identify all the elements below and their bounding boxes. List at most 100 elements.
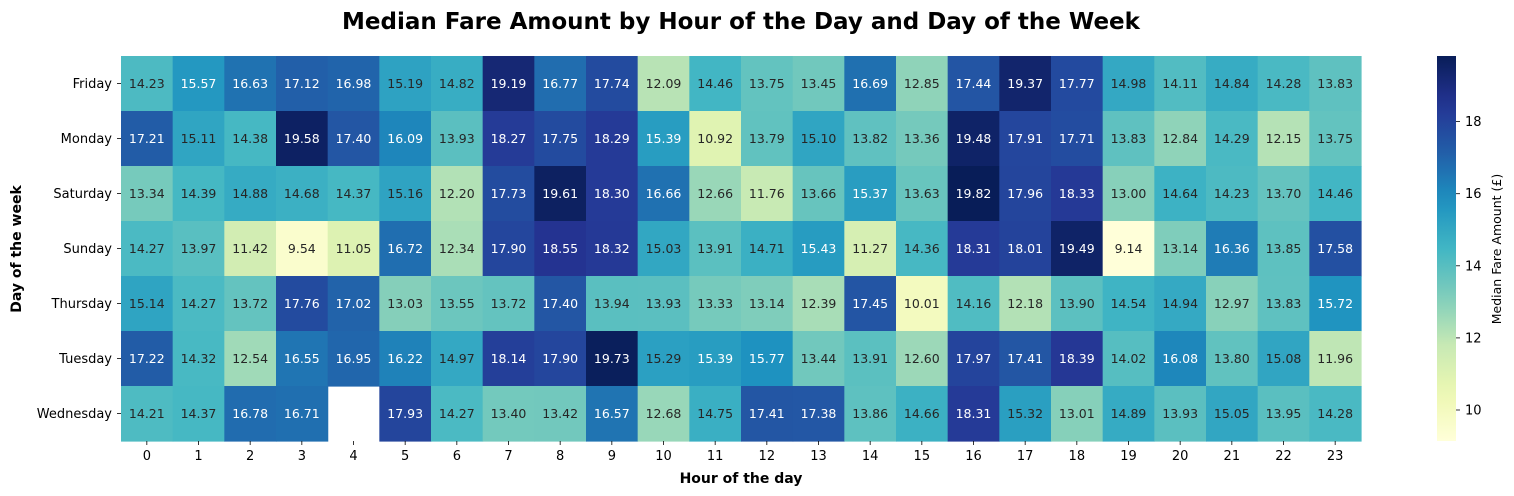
heatmap-cell xyxy=(637,331,690,387)
heatmap-cell xyxy=(121,166,174,222)
heatmap-cell xyxy=(534,221,587,277)
cell-value-label: 19.82 xyxy=(956,186,992,201)
heatmap-cell xyxy=(1257,111,1310,167)
cell-value-label: 17.40 xyxy=(542,296,578,311)
x-tick-label: 2 xyxy=(246,449,254,464)
cell-value-label: 19.49 xyxy=(1059,241,1095,256)
heatmap-cell xyxy=(1257,276,1310,332)
heatmap-cell xyxy=(896,386,949,442)
cell-value-label: 17.97 xyxy=(956,351,992,366)
cell-value-label: 17.38 xyxy=(801,406,837,421)
cell-value-label: 13.86 xyxy=(852,406,888,421)
cell-value-label: 15.05 xyxy=(1214,406,1250,421)
cell-value-label: 14.29 xyxy=(1214,131,1250,146)
heatmap-cell xyxy=(792,331,845,387)
heatmap-cell xyxy=(1051,166,1104,222)
heatmap-cell xyxy=(1309,111,1362,167)
cell-value-label: 13.91 xyxy=(852,351,888,366)
heatmap-cell xyxy=(172,221,225,277)
heatmap-cell xyxy=(999,111,1052,167)
colorbar-tick-label: 14 xyxy=(1465,259,1482,274)
heatmap-cell xyxy=(947,56,1000,112)
heatmap-cell xyxy=(689,276,742,332)
heatmap-cell xyxy=(947,331,1000,387)
cell-value-label: 17.44 xyxy=(956,76,992,91)
cell-value-label: 12.15 xyxy=(1266,131,1302,146)
heatmap-cell xyxy=(224,276,277,332)
cell-value-label: 17.90 xyxy=(542,351,578,366)
x-tick-label: 16 xyxy=(965,449,982,464)
cell-value-label: 16.71 xyxy=(284,406,320,421)
cell-value-label: 17.75 xyxy=(542,131,578,146)
cell-value-label: 17.96 xyxy=(1007,186,1043,201)
heatmap-cell xyxy=(276,56,329,112)
heatmap-cell xyxy=(1257,221,1310,277)
heatmap-cell xyxy=(1102,166,1155,222)
cell-value-label: 19.37 xyxy=(1007,76,1043,91)
cell-value-label: 13.85 xyxy=(1266,241,1302,256)
cell-value-label: 17.21 xyxy=(129,131,165,146)
x-tick-label: 9 xyxy=(608,449,616,464)
cell-value-label: 14.23 xyxy=(1214,186,1250,201)
cell-value-label: 18.33 xyxy=(1059,186,1095,201)
heatmap-cell xyxy=(844,331,897,387)
cell-value-label: 13.72 xyxy=(491,296,527,311)
colorbar-gradient xyxy=(1437,56,1456,441)
cell-value-label: 14.75 xyxy=(697,406,733,421)
heatmap-cell xyxy=(1102,331,1155,387)
heatmap-cell xyxy=(741,331,794,387)
cell-value-label: 13.93 xyxy=(439,131,475,146)
cell-value-label: 10.92 xyxy=(697,131,733,146)
heatmap-cell xyxy=(896,221,949,277)
x-tick-label: 20 xyxy=(1172,449,1189,464)
heatmap-cell xyxy=(534,276,587,332)
heatmap-cell xyxy=(689,331,742,387)
cell-value-label: 17.73 xyxy=(491,186,527,201)
cell-value-label: 19.58 xyxy=(284,131,320,146)
cell-value-label: 17.12 xyxy=(284,76,320,91)
cell-value-label: 13.75 xyxy=(749,76,785,91)
heatmap-cell xyxy=(276,221,329,277)
x-tick-label: 22 xyxy=(1275,449,1292,464)
heatmap-cell xyxy=(586,276,639,332)
y-tick-label: Wednesday xyxy=(37,407,113,422)
cell-value-label: 14.82 xyxy=(439,76,475,91)
heatmap-cell xyxy=(379,221,432,277)
heatmap-cell xyxy=(1206,276,1259,332)
cell-value-label: 13.83 xyxy=(1317,76,1353,91)
heatmap-cell xyxy=(896,276,949,332)
heatmap-cell xyxy=(431,331,484,387)
heatmap-cell xyxy=(172,56,225,112)
x-tick-label: 14 xyxy=(862,449,879,464)
cell-value-label: 15.43 xyxy=(801,241,837,256)
cell-value-label: 18.30 xyxy=(594,186,630,201)
cell-value-label: 12.09 xyxy=(646,76,682,91)
heatmap-cell xyxy=(1309,331,1362,387)
y-tick-label: Monday xyxy=(61,132,113,147)
x-axis-label: Hour of the day xyxy=(680,471,803,487)
heatmap-cell xyxy=(534,111,587,167)
heatmap-cell xyxy=(637,386,690,442)
cell-value-label: 18.39 xyxy=(1059,351,1095,366)
cell-value-label: 12.60 xyxy=(904,351,940,366)
heatmap-cell xyxy=(844,56,897,112)
heatmap-cell xyxy=(121,276,174,332)
heatmap-cell xyxy=(1154,331,1207,387)
x-tick-label: 10 xyxy=(655,449,672,464)
cell-value-label: 13.14 xyxy=(749,296,785,311)
heatmap-cell xyxy=(741,166,794,222)
heatmap-cell xyxy=(1154,111,1207,167)
heatmap-cell xyxy=(172,111,225,167)
heatmap-cell xyxy=(431,166,484,222)
cell-value-label: 18.29 xyxy=(594,131,630,146)
heatmap-cell xyxy=(172,386,225,442)
cell-value-label: 13.33 xyxy=(697,296,733,311)
cell-value-label: 14.11 xyxy=(1162,76,1198,91)
heatmap-cell xyxy=(1206,166,1259,222)
cell-value-label: 14.27 xyxy=(129,241,165,256)
cell-value-label: 15.29 xyxy=(646,351,682,366)
heatmap-cell xyxy=(741,111,794,167)
heatmap-cell xyxy=(276,331,329,387)
heatmap-cell xyxy=(327,166,380,222)
